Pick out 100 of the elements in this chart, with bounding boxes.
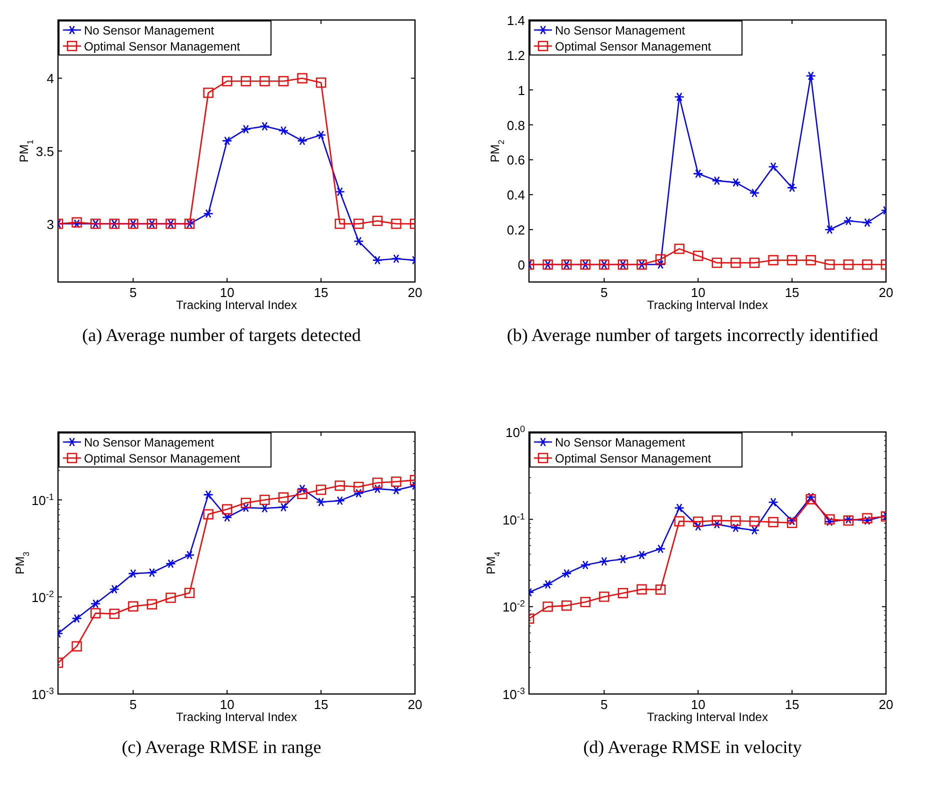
point	[240, 76, 251, 86]
point	[580, 560, 591, 570]
point	[749, 188, 760, 198]
point	[354, 218, 364, 229]
point	[203, 209, 214, 218]
point	[674, 244, 684, 254]
point	[692, 522, 704, 531]
legend-label: No Sensor Management	[84, 24, 215, 38]
point	[580, 596, 590, 608]
point	[316, 130, 326, 140]
x-tick-label: 15	[784, 697, 800, 712]
y-tick-label: 3.5	[36, 144, 54, 159]
x-tick-label: 20	[408, 285, 422, 300]
x-tick-label: 5	[600, 697, 608, 712]
point	[222, 136, 232, 146]
point	[692, 169, 704, 178]
point	[391, 486, 402, 495]
point	[655, 260, 666, 270]
point	[278, 492, 289, 502]
point	[618, 554, 628, 564]
point	[730, 258, 741, 268]
point	[222, 512, 232, 522]
x-tick-label: 10	[220, 285, 234, 300]
point	[768, 516, 778, 528]
point	[128, 601, 138, 612]
point	[768, 498, 778, 507]
point	[334, 496, 345, 506]
point	[278, 502, 289, 512]
point	[391, 476, 402, 487]
point	[712, 515, 722, 526]
point	[146, 599, 158, 610]
point	[260, 76, 270, 86]
point	[240, 124, 252, 134]
x-tick-label: 20	[878, 697, 894, 712]
point	[806, 494, 816, 504]
point	[862, 259, 872, 270]
point	[203, 509, 214, 520]
point	[128, 569, 138, 578]
y-tick-label: 10$^{-3}$	[502, 686, 525, 702]
point	[768, 255, 778, 266]
point	[712, 258, 722, 268]
point	[542, 580, 553, 589]
y-tick-label: 10$^{0}$	[505, 424, 525, 440]
point	[561, 600, 572, 611]
point	[372, 256, 383, 265]
point	[674, 516, 684, 526]
y-tick-label: 3	[46, 216, 54, 232]
x-axis-title: Tracking Interval Index	[176, 710, 297, 724]
y-tick-label: 10$^{-1}$	[31, 492, 54, 508]
text: (d) Average RMSE in velocity	[582, 736, 803, 758]
point	[693, 516, 704, 527]
point	[166, 559, 176, 568]
point	[146, 568, 158, 578]
legend-label: Optimal Sensor Management	[84, 40, 241, 54]
point	[824, 225, 835, 234]
point	[203, 490, 214, 500]
x-tick-label: 15	[314, 697, 328, 712]
point	[240, 498, 251, 508]
point	[730, 178, 741, 187]
x-axis-title: Tracking Interval Index	[647, 298, 768, 312]
x-tick-label: 20	[878, 285, 894, 300]
point	[749, 258, 760, 268]
point	[354, 482, 364, 492]
point	[391, 218, 402, 229]
x-axis-title: Tracking Interval Index	[176, 298, 297, 312]
point	[786, 255, 798, 266]
point	[90, 599, 101, 608]
point	[749, 516, 760, 526]
y-tick-label: 1	[518, 82, 525, 98]
point	[674, 92, 684, 102]
point	[297, 484, 308, 494]
x-tick-label: 5	[130, 285, 137, 300]
point	[655, 544, 666, 554]
legend-label: No Sensor Management	[555, 436, 686, 450]
point	[72, 614, 82, 624]
point	[260, 494, 270, 505]
x-tick-label: 10	[690, 697, 706, 712]
point	[372, 216, 383, 226]
point	[316, 484, 326, 495]
point	[806, 255, 816, 266]
point	[636, 550, 647, 560]
point	[824, 517, 835, 526]
x-tick-label: 15	[784, 285, 800, 300]
point	[843, 259, 854, 270]
point	[636, 584, 647, 594]
text: (b) Average number of targets incorrectly identified	[506, 324, 880, 346]
x-tick-label: 5	[600, 285, 608, 300]
point	[109, 608, 120, 619]
legend-label: No Sensor Management	[555, 24, 686, 38]
y-tick-label: 0.4	[506, 188, 525, 203]
point	[316, 497, 326, 507]
point	[260, 122, 270, 131]
point	[786, 183, 798, 192]
point	[824, 259, 835, 270]
point	[730, 523, 741, 532]
point	[260, 504, 270, 513]
point	[730, 516, 741, 526]
point	[862, 513, 872, 524]
point	[862, 218, 872, 228]
text: (c) Average RMSE in range	[120, 736, 322, 758]
